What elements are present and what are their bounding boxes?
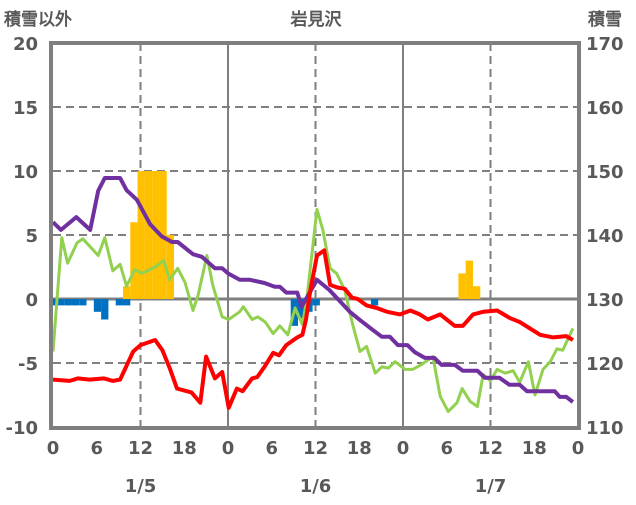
y-tick-right: 140	[586, 226, 624, 247]
right-y-ticks: 170 160 150 140 130 120 110	[586, 34, 624, 439]
x-tick: 6	[90, 438, 103, 459]
date-labels: 1/5 1/6 1/7	[125, 476, 507, 497]
x-tick: 12	[478, 438, 503, 459]
bar-positive	[123, 286, 131, 299]
chart-title: 岩見沢	[290, 9, 343, 30]
y-tick-right: 170	[586, 34, 624, 55]
bar-negative	[101, 299, 109, 320]
bar-negative	[312, 299, 320, 306]
bar-negative	[370, 299, 379, 306]
right-axis-title: 積雪	[588, 9, 622, 30]
bars	[50, 171, 481, 326]
x-tick: 12	[128, 438, 153, 459]
x-tick: 6	[265, 438, 278, 459]
y-tick-left: 5	[25, 226, 38, 247]
plot-border	[49, 41, 581, 430]
x-tick: 0	[397, 438, 410, 459]
bar-positive	[473, 286, 481, 299]
x-tick: 0	[47, 438, 60, 459]
y-tick-right: 120	[586, 354, 624, 375]
bar-positive	[144, 171, 153, 299]
bar-positive	[137, 171, 145, 299]
bar-positive	[130, 222, 138, 299]
bar-positive	[465, 260, 473, 299]
date-label: 1/5	[125, 476, 157, 497]
date-label: 1/7	[475, 476, 507, 497]
x-tick: 0	[572, 438, 585, 459]
bar-negative	[79, 299, 87, 306]
date-label: 1/6	[300, 476, 332, 497]
bar-positive	[152, 171, 160, 299]
y-tick-left: 0	[25, 290, 38, 311]
x-tick: 6	[440, 438, 453, 459]
y-tick-right: 110	[586, 418, 624, 439]
y-tick-left: 15	[13, 98, 38, 119]
y-tick-left: 10	[13, 162, 38, 183]
bar-positive	[166, 235, 175, 299]
left-axis-title: 積雪以外	[4, 9, 72, 30]
y-tick-left: 20	[13, 34, 38, 55]
x-ticks: 0 6 12 18 0 6 12 18 0 6 12 18 0	[47, 438, 585, 459]
bar-negative	[57, 299, 65, 306]
y-tick-left: -10	[5, 418, 38, 439]
bar-negative	[115, 299, 123, 306]
y-tick-right: 150	[586, 162, 624, 183]
x-tick: 18	[172, 438, 197, 459]
series-red	[52, 248, 574, 410]
y-tick-left: -5	[18, 354, 38, 375]
left-y-ticks: 20 15 10 5 0 -5 -10	[5, 34, 38, 439]
x-tick: 12	[303, 438, 328, 459]
y-tick-right: 130	[586, 290, 624, 311]
bar-negative	[50, 299, 58, 306]
bar-negative	[71, 299, 80, 306]
y-tick-right: 160	[586, 98, 624, 119]
series-lines	[51, 176, 575, 414]
bar-negative	[123, 299, 131, 306]
x-tick: 18	[522, 438, 547, 459]
x-tick: 18	[347, 438, 372, 459]
bar-negative	[64, 299, 72, 306]
x-tick: 0	[222, 438, 235, 459]
bar-negative	[93, 299, 102, 312]
bar-positive	[458, 273, 466, 299]
